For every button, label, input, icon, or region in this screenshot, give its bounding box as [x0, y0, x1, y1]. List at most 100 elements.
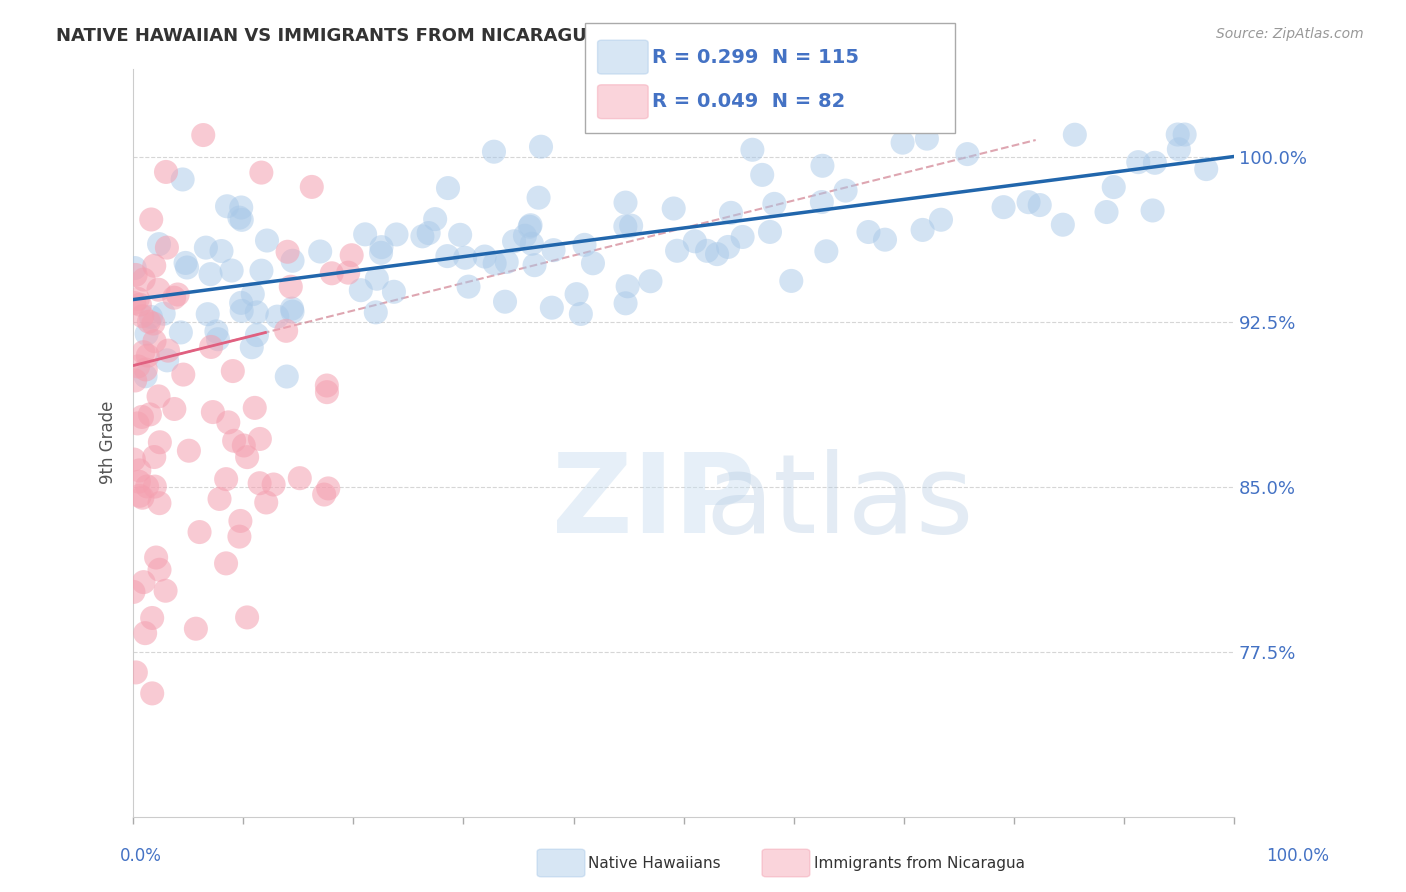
Point — [232, 438, 254, 452]
Point — [457, 279, 479, 293]
Point — [418, 226, 440, 240]
Point — [215, 472, 238, 486]
Point — [731, 230, 754, 244]
Point — [228, 211, 250, 225]
Point — [569, 307, 592, 321]
Point — [1102, 180, 1125, 194]
Point — [177, 443, 200, 458]
Point — [148, 237, 170, 252]
Point — [224, 434, 246, 448]
Point — [122, 452, 145, 467]
Point — [1142, 203, 1164, 218]
Point — [340, 248, 363, 262]
Point — [494, 294, 516, 309]
Point — [135, 362, 157, 376]
Point — [208, 491, 231, 506]
Point — [915, 131, 938, 145]
Point — [250, 263, 273, 277]
Point — [423, 212, 446, 227]
Text: 100.0%: 100.0% — [1265, 847, 1329, 864]
Point — [1143, 156, 1166, 170]
Point — [614, 219, 637, 234]
Point — [129, 298, 152, 312]
Point — [132, 272, 155, 286]
Point — [163, 401, 186, 416]
Point — [834, 184, 856, 198]
Point — [321, 266, 343, 280]
Point — [215, 199, 238, 213]
Point — [222, 364, 245, 378]
Point — [142, 317, 165, 331]
Point — [1174, 128, 1197, 142]
Point — [614, 195, 637, 210]
Point — [640, 274, 662, 288]
Point — [156, 241, 179, 255]
Point — [215, 557, 238, 571]
Point — [620, 219, 643, 233]
Text: Immigrants from Nicaragua: Immigrants from Nicaragua — [814, 856, 1025, 871]
Point — [1018, 195, 1040, 210]
Point — [763, 197, 786, 211]
Point — [873, 233, 896, 247]
Y-axis label: 9th Grade: 9th Grade — [100, 401, 117, 484]
Point — [277, 244, 299, 259]
Point — [143, 259, 166, 273]
Point — [616, 279, 638, 293]
Point — [228, 530, 250, 544]
Point — [149, 435, 172, 450]
Point — [246, 328, 269, 343]
Point — [188, 524, 211, 539]
Point — [288, 471, 311, 485]
Point — [350, 283, 373, 297]
Point — [614, 296, 637, 310]
Point — [929, 212, 952, 227]
Point — [236, 450, 259, 464]
Point — [1063, 128, 1085, 142]
Point — [124, 268, 146, 282]
Point — [666, 244, 689, 258]
Point — [503, 234, 526, 248]
Point — [316, 482, 339, 496]
Point — [125, 665, 148, 680]
Point — [141, 686, 163, 700]
Point — [249, 432, 271, 446]
Point — [176, 260, 198, 275]
Point — [143, 480, 166, 494]
Point — [157, 343, 180, 358]
Point — [148, 283, 170, 297]
Point — [132, 575, 155, 590]
Point — [236, 610, 259, 624]
Text: Native Hawaiians: Native Hawaiians — [588, 856, 720, 871]
Point — [243, 401, 266, 415]
Point — [540, 301, 562, 315]
Point — [250, 165, 273, 179]
Point — [565, 287, 588, 301]
Point — [124, 374, 146, 388]
Text: ZIP: ZIP — [551, 449, 755, 556]
Text: Source: ZipAtlas.com: Source: ZipAtlas.com — [1216, 27, 1364, 41]
Point — [811, 194, 834, 209]
Point — [780, 274, 803, 288]
Point — [256, 234, 278, 248]
Point — [131, 491, 153, 505]
Point — [135, 326, 157, 341]
Point — [1128, 155, 1150, 169]
Point — [205, 325, 228, 339]
Point — [136, 349, 159, 363]
Point — [240, 340, 263, 354]
Text: NATIVE HAWAIIAN VS IMMIGRANTS FROM NICARAGUA 9TH GRADE CORRELATION CHART: NATIVE HAWAIIAN VS IMMIGRANTS FROM NICAR… — [56, 27, 943, 45]
Point — [184, 622, 207, 636]
Point — [993, 200, 1015, 214]
Point — [207, 332, 229, 346]
Point — [449, 227, 471, 242]
Point — [662, 202, 685, 216]
Point — [858, 225, 880, 239]
Text: R = 0.049  N = 82: R = 0.049 N = 82 — [652, 92, 845, 112]
Point — [148, 496, 170, 510]
Point — [370, 240, 392, 254]
Point — [156, 353, 179, 368]
Point — [263, 477, 285, 491]
Point — [128, 463, 150, 477]
Point — [527, 191, 550, 205]
Point — [720, 206, 742, 220]
